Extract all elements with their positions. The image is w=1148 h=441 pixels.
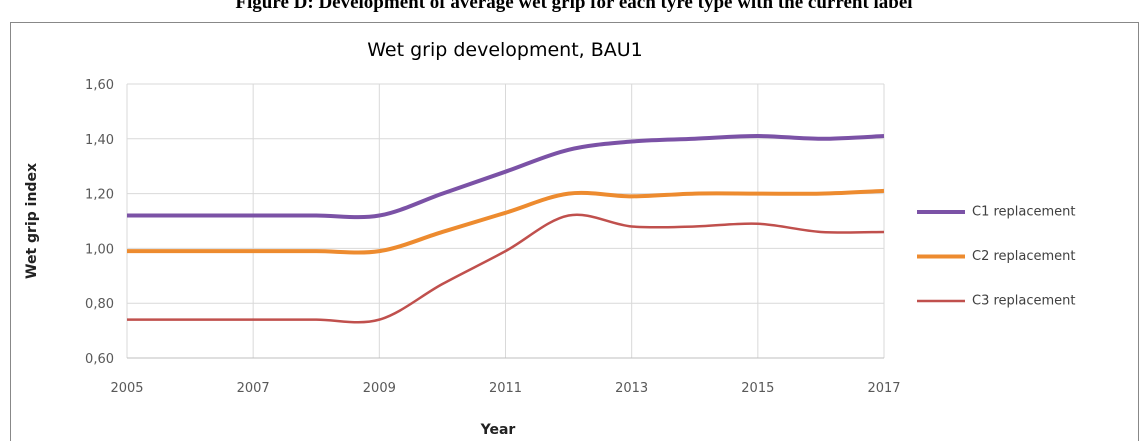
legend-label: C3 replacement [972,294,1076,309]
y-tick-label: 1,20 [85,188,114,203]
x-tick-label: 2007 [237,381,270,396]
series-line [127,134,885,220]
y-tick-label: 1,40 [85,133,114,148]
x-tick-label: 2017 [867,381,900,396]
figure-caption: Figure D: Development of average wet gri… [235,0,912,13]
series-line [127,213,885,324]
legend-label: C1 replacement [972,205,1076,220]
x-tick-label: 2009 [363,381,396,396]
y-tick-label: 0,60 [85,352,114,367]
series-line [127,188,885,255]
y-axis-label: Wet grip index [24,163,40,279]
x-tick-label: 2015 [741,381,774,396]
x-tick-label: 2013 [615,381,648,396]
x-axis-label: Year [480,422,516,438]
x-tick-label: 2011 [489,381,522,396]
chart-title: Wet grip development, BAU1 [367,39,643,61]
y-tick-label: 1,00 [85,242,114,257]
x-tick-label: 2005 [110,381,143,396]
y-tick-label: 1,60 [85,78,114,93]
chart-frame [10,22,1139,441]
legend-label: C2 replacement [972,249,1076,264]
y-tick-label: 0,80 [85,297,114,312]
